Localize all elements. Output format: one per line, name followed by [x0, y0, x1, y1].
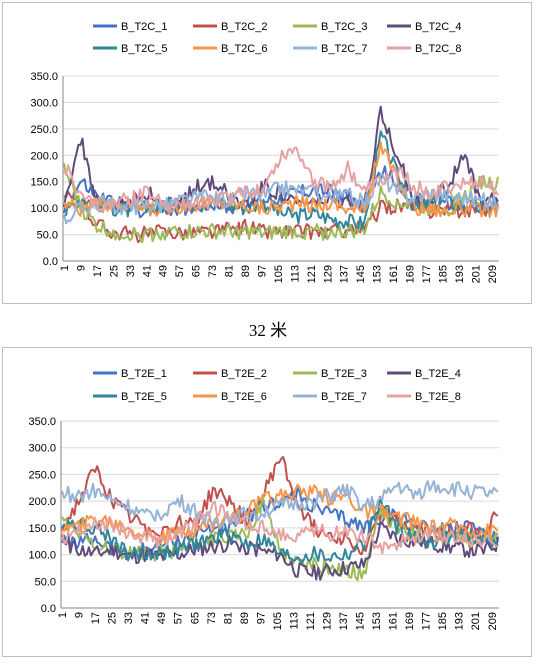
x-tick-label: 17	[92, 265, 104, 277]
y-tick-label: 300.0	[30, 97, 58, 109]
legend-label: B_T2C_5	[121, 43, 167, 55]
series-line-b-t2c-8	[63, 146, 499, 214]
legend-label: B_T2C_8	[415, 43, 461, 55]
y-tick-label: 50.0	[35, 576, 56, 588]
x-tick-label: 169	[405, 265, 417, 283]
y-tick-label: 0.0	[41, 603, 56, 615]
y-tick-label: 150.0	[30, 177, 58, 189]
x-tick-label: 185	[437, 612, 449, 630]
legend-label: B_T2E_7	[321, 391, 367, 403]
x-tick-label: 97	[255, 612, 267, 624]
x-tick-label: 49	[158, 265, 170, 277]
x-tick-label: 129	[321, 612, 333, 630]
x-tick-label: 41	[140, 612, 152, 624]
x-tick-label: 177	[421, 612, 433, 630]
x-tick-label: 73	[206, 612, 218, 624]
x-tick-label: 97	[256, 265, 268, 277]
x-tick-label: 137	[339, 265, 351, 283]
y-tick-label: 200.0	[28, 496, 56, 508]
y-tick-label: 0.0	[43, 256, 58, 268]
x-tick-label: 193	[454, 265, 466, 283]
y-tick-label: 100.0	[30, 203, 58, 215]
x-tick-label: 145	[355, 612, 367, 630]
x-tick-label: 33	[123, 612, 135, 624]
chart-caption: 32 米	[248, 321, 288, 340]
x-tick-label: 169	[404, 612, 416, 630]
x-tick-label: 105	[273, 265, 285, 283]
x-tick-label: 129	[322, 265, 334, 283]
x-tick-label: 89	[240, 265, 252, 277]
x-tick-label: 9	[75, 265, 87, 271]
x-tick-label: 201	[470, 265, 482, 283]
x-tick-label: 1	[57, 612, 69, 618]
y-tick-label: 200.0	[30, 150, 58, 162]
x-tick-label: 113	[288, 612, 300, 630]
x-tick-label: 177	[421, 265, 433, 283]
x-tick-label: 137	[338, 612, 350, 630]
legend-label: B_T2E_8	[415, 391, 461, 403]
legend-label: B_T2C_4	[415, 21, 461, 33]
x-tick-label: 121	[305, 612, 317, 630]
legend-label: B_T2E_6	[221, 391, 267, 403]
x-tick-label: 65	[189, 612, 201, 624]
x-tick-label: 89	[239, 612, 251, 624]
x-tick-label: 17	[90, 612, 102, 624]
legend-label: B_T2E_3	[321, 368, 367, 380]
x-tick-label: 33	[125, 265, 137, 277]
x-tick-label: 193	[454, 612, 466, 630]
legend-label: B_T2C_3	[321, 21, 367, 33]
x-tick-label: 57	[173, 612, 185, 624]
series-line-b-t2e-5	[61, 495, 499, 564]
legend-label: B_T2E_4	[415, 368, 461, 380]
x-tick-label: 185	[437, 265, 449, 283]
x-tick-label: 145	[355, 265, 367, 283]
series-line-b-t2e-4	[61, 521, 499, 581]
y-tick-label: 250.0	[28, 469, 56, 481]
x-tick-label: 65	[191, 265, 203, 277]
x-tick-label: 105	[272, 612, 284, 630]
x-tick-label: 73	[207, 265, 219, 277]
legend-label: B_T2E_1	[121, 368, 167, 380]
x-tick-label: 201	[470, 612, 482, 630]
y-tick-label: 300.0	[28, 443, 56, 455]
x-tick-label: 1	[59, 265, 71, 271]
x-tick-label: 209	[487, 612, 499, 630]
y-tick-label: 100.0	[28, 550, 56, 562]
y-tick-label: 350.0	[28, 416, 56, 428]
y-tick-label: 50.0	[37, 230, 58, 242]
series-line-b-t2e-7	[61, 480, 499, 528]
x-tick-label: 49	[156, 612, 168, 624]
legend-label: B_T2C_6	[221, 43, 267, 55]
x-tick-label: 25	[108, 265, 120, 277]
x-tick-label: 81	[222, 612, 234, 624]
x-tick-label: 57	[174, 265, 186, 277]
x-tick-label: 121	[306, 265, 318, 283]
legend-label: B_T2E_5	[121, 391, 167, 403]
series-line-b-t2e-8	[61, 500, 499, 555]
legend-label: B_T2C_1	[121, 21, 167, 33]
x-tick-label: 153	[371, 612, 383, 630]
chart-1: 0.0 50.0 100.0 150.0 200.0 250.0 300.0 350.0 1 9 1…	[2, 2, 532, 304]
x-tick-label: 153	[372, 265, 384, 283]
legend-label: B_T2C_2	[221, 21, 267, 33]
x-tick-label: 25	[107, 612, 119, 624]
y-tick-label: 150.0	[28, 523, 56, 535]
x-tick-label: 81	[224, 265, 236, 277]
x-tick-label: 41	[141, 265, 153, 277]
x-tick-label: 113	[289, 265, 301, 283]
legend-label: B_T2E_2	[221, 368, 267, 380]
series-line-b-t2e-6	[61, 483, 499, 545]
chart-2: 0.0 50.0 100.0 150.0 200.0 250.0 300.0 350.0 1 9 1…	[2, 347, 532, 657]
x-tick-label: 209	[487, 265, 499, 283]
y-tick-label: 250.0	[30, 124, 58, 136]
x-tick-label: 161	[388, 265, 400, 283]
y-tick-label: 350.0	[30, 71, 58, 83]
x-tick-label: 9	[74, 612, 86, 618]
x-tick-label: 161	[388, 612, 400, 630]
legend-label: B_T2C_7	[321, 43, 367, 55]
